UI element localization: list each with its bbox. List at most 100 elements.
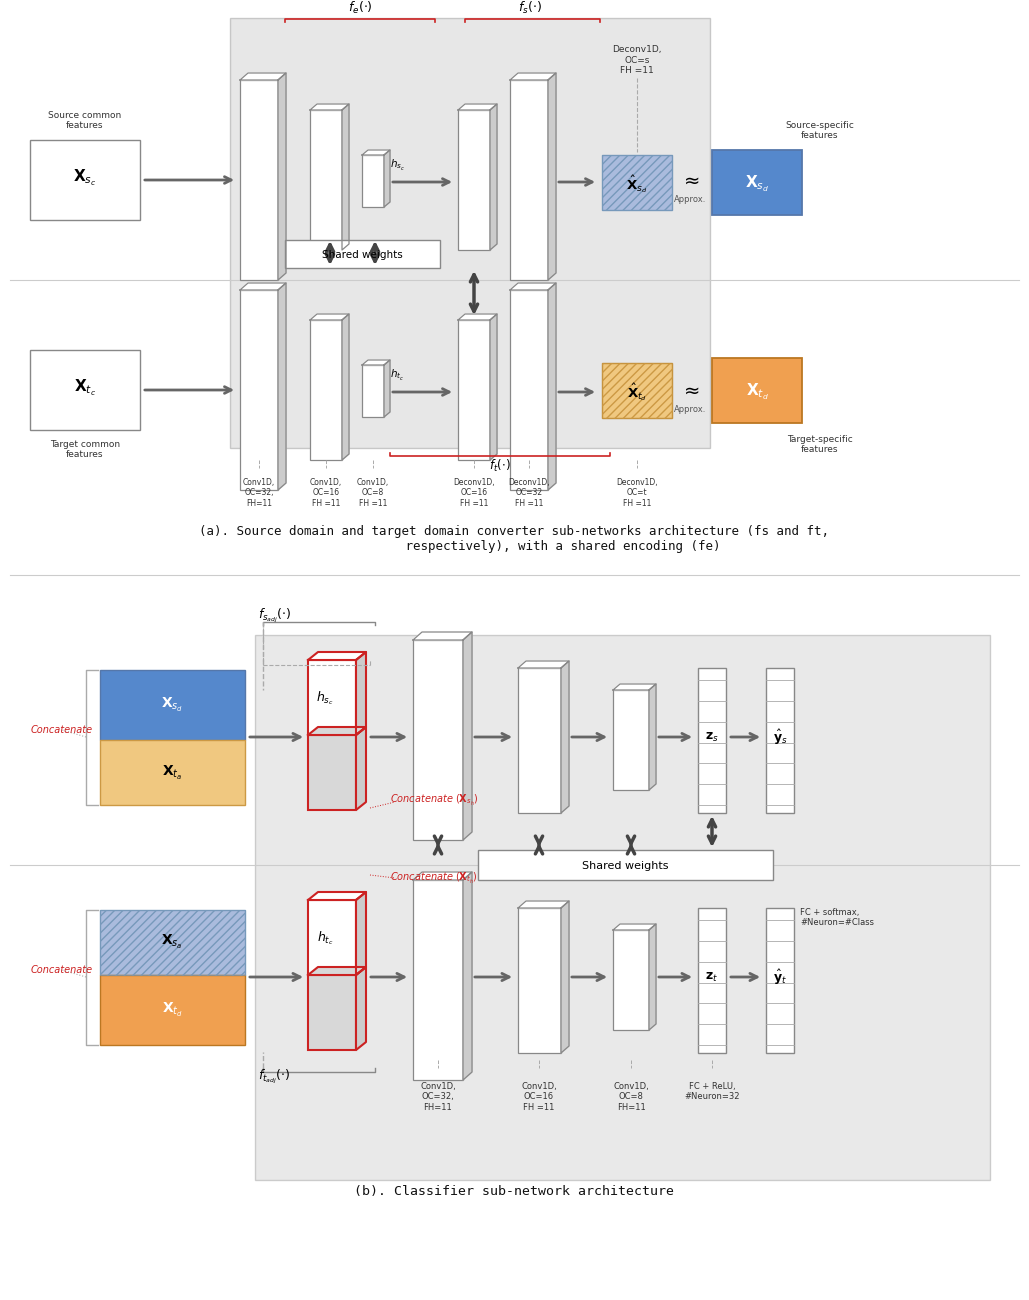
Text: $\mathbf{X}_{s_d}$: $\mathbf{X}_{s_d}$ <box>745 174 769 194</box>
Bar <box>478 850 773 880</box>
Text: $\mathbf{z}_t$: $\mathbf{z}_t$ <box>706 970 718 984</box>
Polygon shape <box>413 632 472 640</box>
Text: Concatenate: Concatenate <box>31 725 93 734</box>
Polygon shape <box>356 967 366 1050</box>
Bar <box>100 670 245 740</box>
Text: $\hat{\mathbf{y}}_t$: $\hat{\mathbf{y}}_t$ <box>773 967 787 987</box>
Bar <box>310 320 342 460</box>
Text: FC + softmax,
#Neuron=#Class: FC + softmax, #Neuron=#Class <box>800 907 874 927</box>
Text: Approx.: Approx. <box>674 406 706 413</box>
Text: $f_e(\cdot)$: $f_e(\cdot)$ <box>348 0 372 16</box>
Polygon shape <box>413 872 472 880</box>
Text: Target-specific
features: Target-specific features <box>787 436 853 455</box>
Bar <box>310 111 342 250</box>
Polygon shape <box>240 283 286 290</box>
Text: Source-specific
features: Source-specific features <box>785 121 854 140</box>
Polygon shape <box>278 73 286 280</box>
Polygon shape <box>510 73 556 81</box>
Text: Conv1D,
OC=32,
FH=11: Conv1D, OC=32, FH=11 <box>243 478 275 508</box>
Polygon shape <box>240 73 286 81</box>
Bar <box>712 358 802 423</box>
Polygon shape <box>518 901 569 907</box>
Text: $\hat{\mathbf{X}}_{s_d}$: $\hat{\mathbf{X}}_{s_d}$ <box>627 173 647 195</box>
Polygon shape <box>308 892 366 900</box>
Polygon shape <box>463 632 472 840</box>
Text: $f_{s_{adj}}(\cdot)$: $f_{s_{adj}}(\cdot)$ <box>258 607 291 625</box>
Text: Deconv1D,
OC=32
FH =11: Deconv1D, OC=32 FH =11 <box>508 478 549 508</box>
Text: $\mathbf{X}_{t_d}$: $\mathbf{X}_{t_d}$ <box>162 1001 182 1019</box>
Bar <box>362 365 384 417</box>
Text: $f_s(\cdot)$: $f_s(\cdot)$ <box>518 0 542 16</box>
Bar <box>712 150 802 214</box>
Bar <box>100 740 245 805</box>
Bar <box>613 930 649 1030</box>
Polygon shape <box>613 924 657 930</box>
Text: $\mathbf{X}_{t_c}$: $\mathbf{X}_{t_c}$ <box>74 378 96 398</box>
Text: Shared weights: Shared weights <box>581 861 668 871</box>
Bar <box>510 290 548 490</box>
Polygon shape <box>308 653 366 660</box>
Text: Target common
features: Target common features <box>50 439 120 459</box>
Polygon shape <box>310 104 349 110</box>
Polygon shape <box>362 360 390 365</box>
Text: Deconv1D,
OC=s
FH =11: Deconv1D, OC=s FH =11 <box>612 46 662 75</box>
Polygon shape <box>356 653 366 734</box>
Text: Conv1D,
OC=16
FH =11: Conv1D, OC=16 FH =11 <box>521 1082 557 1112</box>
Text: $\mathbf{X}_{t_d}$: $\mathbf{X}_{t_d}$ <box>746 382 769 402</box>
Polygon shape <box>458 315 497 320</box>
Bar <box>766 668 794 812</box>
Bar <box>602 155 672 211</box>
Bar <box>458 320 490 460</box>
Bar <box>240 290 278 490</box>
Text: $\mathbf{X}_{s_a}$: $\mathbf{X}_{s_a}$ <box>162 933 183 952</box>
Polygon shape <box>518 660 569 668</box>
Text: $\mathbf{X}_{s_d}$: $\mathbf{X}_{s_d}$ <box>161 696 183 714</box>
Text: Approx.: Approx. <box>674 195 706 204</box>
Text: Shared weights: Shared weights <box>322 250 402 260</box>
Polygon shape <box>384 360 390 417</box>
Bar <box>613 690 649 790</box>
Bar <box>308 734 356 810</box>
Text: $\hat{\mathbf{X}}_{t_d}$: $\hat{\mathbf{X}}_{t_d}$ <box>627 381 647 403</box>
Polygon shape <box>342 315 349 460</box>
Bar <box>100 910 245 975</box>
Text: Source common
features: Source common features <box>48 111 121 130</box>
Bar <box>698 668 726 812</box>
Polygon shape <box>356 892 366 975</box>
Text: $\approx$: $\approx$ <box>680 381 700 399</box>
Text: Deconv1D,
OC=16
FH =11: Deconv1D, OC=16 FH =11 <box>453 478 495 508</box>
Polygon shape <box>308 967 366 975</box>
Polygon shape <box>561 901 569 1053</box>
Polygon shape <box>278 283 286 490</box>
Bar <box>255 634 990 1180</box>
Text: Concatenate: Concatenate <box>31 965 93 975</box>
Text: Deconv1D,
OC=t
FH =11: Deconv1D, OC=t FH =11 <box>616 478 658 508</box>
Polygon shape <box>356 727 366 810</box>
Bar <box>518 668 561 812</box>
Text: (a). Source domain and target domain converter sub-networks architecture (fs and: (a). Source domain and target domain con… <box>199 525 829 552</box>
Text: $\mathbf{X}_{s_c}$: $\mathbf{X}_{s_c}$ <box>73 168 97 188</box>
Polygon shape <box>308 727 366 734</box>
Text: $\hat{\mathbf{y}}_s$: $\hat{\mathbf{y}}_s$ <box>773 728 787 746</box>
Text: Conv1D,
OC=16
FH =11: Conv1D, OC=16 FH =11 <box>310 478 342 508</box>
Bar <box>362 155 384 207</box>
Polygon shape <box>649 924 657 1030</box>
Bar <box>308 900 356 975</box>
Polygon shape <box>463 872 472 1080</box>
Bar <box>413 880 463 1080</box>
Bar <box>285 240 440 268</box>
Bar <box>30 140 140 220</box>
Bar <box>230 18 710 448</box>
Text: $f_{t_{adj}}(\cdot)$: $f_{t_{adj}}(\cdot)$ <box>258 1069 290 1086</box>
Polygon shape <box>510 283 556 290</box>
Polygon shape <box>384 150 390 207</box>
Bar <box>698 907 726 1053</box>
Polygon shape <box>613 684 657 690</box>
Text: $h_{t_c}$: $h_{t_c}$ <box>390 368 404 384</box>
Bar <box>766 907 794 1053</box>
Bar <box>308 660 356 734</box>
Polygon shape <box>310 315 349 320</box>
Bar <box>602 363 672 419</box>
Text: Conv1D,
OC=8
FH=11: Conv1D, OC=8 FH=11 <box>613 1082 649 1112</box>
Text: $h_{s_c}$: $h_{s_c}$ <box>316 689 333 707</box>
